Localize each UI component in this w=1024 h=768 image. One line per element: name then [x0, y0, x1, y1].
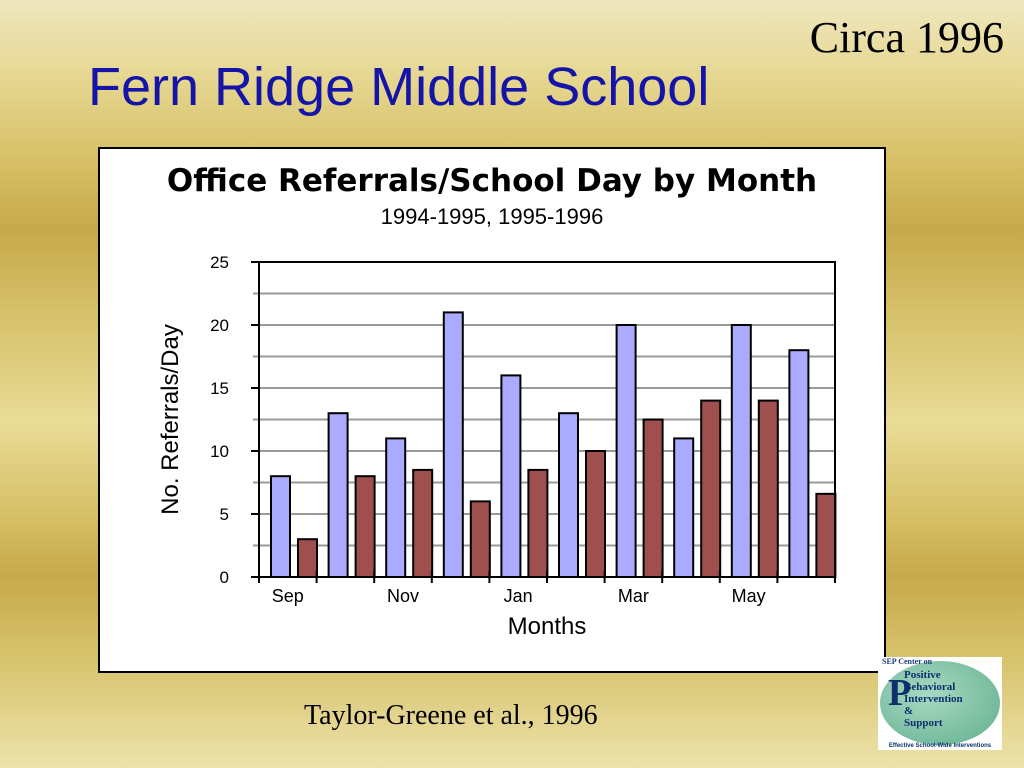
y-tick-label: 0 [220, 568, 229, 587]
bar-series-2 [815, 492, 837, 578]
bar-series-2 [585, 450, 606, 578]
logo-text: Positive Behavioral Intervention & Suppo… [904, 669, 963, 729]
logo-letters: P [888, 672, 912, 714]
chart-title: Office Referrals/School Day by Month [166, 163, 818, 199]
bar-series-1 [500, 374, 522, 578]
logo-header: SEP Center on [882, 657, 933, 666]
bar-series-2 [642, 418, 664, 578]
referrals-chart: 0 5 10 15 20 25 Sep Nov Jan Mar May Months No. Refer… [157, 253, 837, 640]
x-axis-title: Months [508, 613, 587, 640]
bar-series-2 [700, 399, 722, 578]
bar-series-1 [270, 475, 291, 579]
x-tick-label: Jan [504, 586, 533, 606]
logo-oval [880, 661, 1000, 745]
x-tick-label: Sep [272, 586, 304, 606]
bar-series-2 [527, 468, 549, 578]
logo-line: Support [904, 717, 943, 729]
bar-series-1 [673, 437, 695, 578]
logo-footer: Effective School-Wide Interventions [888, 743, 992, 749]
bar-series-1 [558, 412, 579, 579]
y-tick-label: 5 [220, 505, 229, 524]
slide-title: Fern Ridge Middle School [88, 57, 710, 117]
y-axis-title: No. Referrals/Day [157, 324, 184, 515]
y-tick-label: 20 [210, 316, 229, 335]
citation: Taylor-Greene et al., 1996 [304, 700, 598, 731]
bar-series-2 [469, 500, 491, 578]
pbis-logo: SEP Center on P Positive Behavioral Inte… [878, 657, 1002, 750]
y-tick-label: 15 [210, 379, 229, 398]
chart-panel: Office Referrals/School Day by Month 199… [98, 147, 886, 673]
logo-line: Positive [904, 669, 941, 681]
y-tick-label: 10 [210, 442, 229, 461]
bar-series-2 [354, 475, 376, 579]
chart-subtitle: 1994-1995, 1995-1996 [380, 204, 604, 229]
logo-line: & [904, 705, 914, 717]
bar-series-1 [615, 324, 637, 578]
bar-series-2 [297, 538, 318, 579]
logo-line: Behavioral [904, 681, 956, 693]
bar-series-2 [757, 399, 779, 578]
circa-label: Circa 1996 [809, 13, 1004, 62]
x-tick-label: May [732, 586, 766, 606]
bar-series-1 [730, 324, 752, 578]
bar-series-1 [327, 412, 349, 579]
bar-series-1 [442, 311, 464, 578]
bar-series-1 [788, 349, 810, 578]
y-tick-label: 25 [210, 253, 229, 272]
bar-series-2 [412, 468, 434, 578]
x-tick-label: Nov [387, 586, 419, 606]
x-tick-label: Mar [618, 586, 649, 606]
logo-line: Intervention [904, 693, 963, 705]
bar-series-1 [385, 437, 407, 578]
